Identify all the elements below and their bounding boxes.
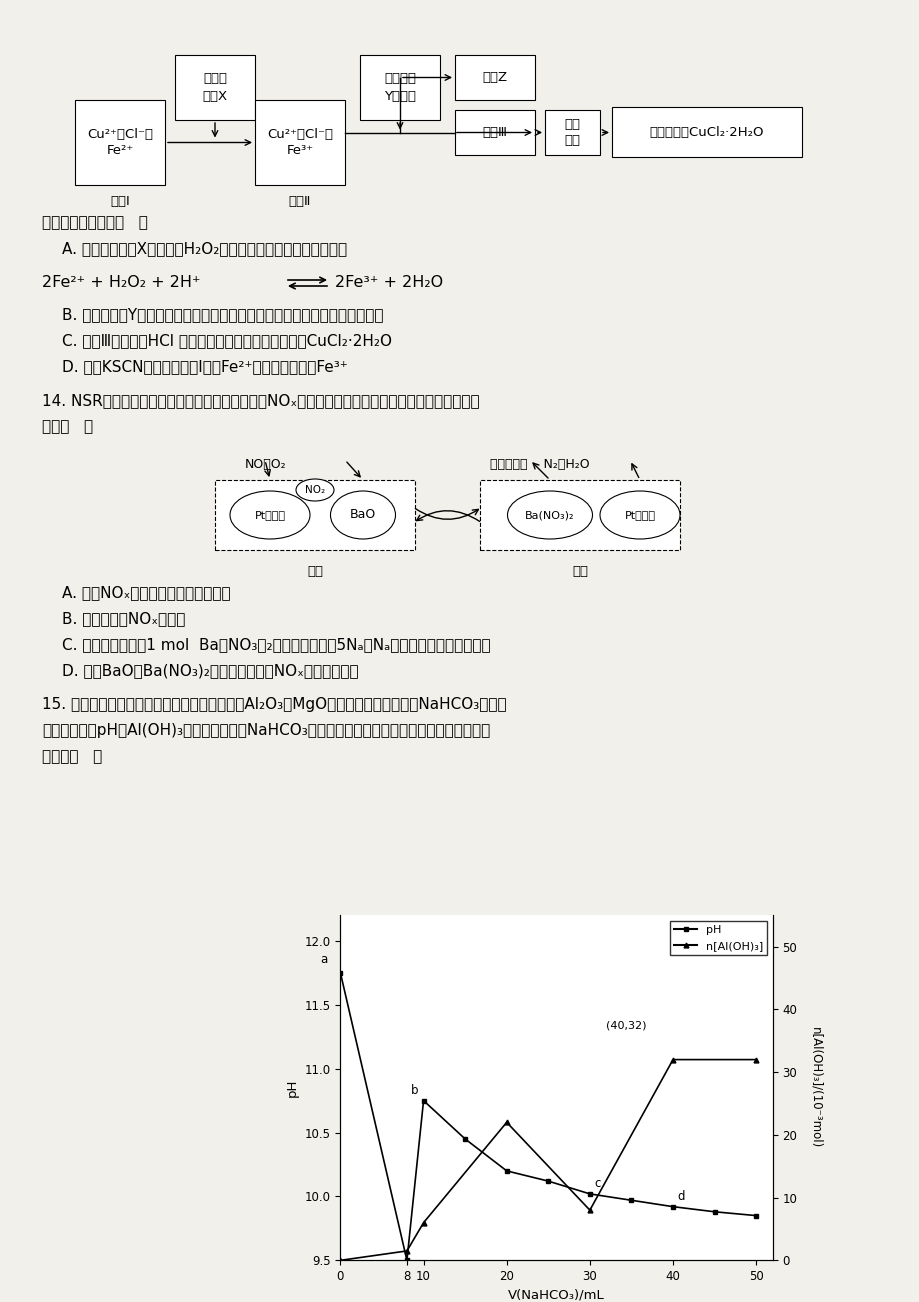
Text: B. 加入的物质Y可以是氧化铜、氢氧化铜、碳酸铜、硷式碳酸铜中的任意一种: B. 加入的物质Y可以是氧化铜、氢氧化铜、碳酸铜、硷式碳酸铜中的任意一种 [62,307,383,322]
n[Al(OH)₃] [335,1253,346,1268]
Bar [544,109,599,155]
Text: a: a [321,953,327,966]
Text: 储存: 储存 [307,565,323,578]
n[Al(OH)₃] [667,1052,678,1068]
Text: Pt催化剂: Pt催化剂 [255,510,285,519]
Text: 溶液Ⅱ: 溶液Ⅱ [289,195,311,208]
Text: 还原: 还原 [572,565,587,578]
Text: B. 储存过程中NOₓ被还原: B. 储存过程中NOₓ被还原 [62,611,185,626]
Text: b: b [411,1085,418,1098]
Bar [215,480,414,549]
pH [335,965,346,980]
pH [417,1092,428,1108]
Text: 提纯得到的CuCl₂·2H₂O: 提纯得到的CuCl₂·2H₂O [649,125,764,138]
pH [750,1208,761,1224]
Text: d: d [676,1190,684,1203]
Text: 确的是（   ）: 确的是（ ） [42,749,102,764]
Ellipse shape [230,491,310,539]
Text: 加入物质
Y、过滤: 加入物质 Y、过滤 [383,73,415,103]
n[Al(OH)₃] [584,1202,595,1217]
Text: 理，测得溶液pH和Al(OH)₃生成的量随加入NaHCO₃溶液体积变化的曲线如图，下列有关说法不正: 理，测得溶液pH和Al(OH)₃生成的量随加入NaHCO₃溶液体积变化的曲线如图… [42,723,490,738]
Bar [611,107,801,158]
Text: 沉淣Z: 沉淣Z [482,72,507,85]
Text: 的是（   ）: 的是（ ） [42,419,93,434]
n[Al(OH)₃] [401,1243,412,1259]
Text: C. 溶液Ⅲ在干燥的HCl 气围中加热可获得较纯净的晶体CuCl₂·2H₂O: C. 溶液Ⅲ在干燥的HCl 气围中加热可获得较纯净的晶体CuCl₂·2H₂O [62,333,391,348]
Bar [75,100,165,185]
Text: Pt催化剂: Pt催化剂 [624,510,654,519]
Legend: pH, n[Al(OH)₃]: pH, n[Al(OH)₃] [669,921,766,956]
Y-axis label: n[Al(OH)₃]/(10⁻³mol): n[Al(OH)₃]/(10⁻³mol) [809,1027,822,1148]
Text: BaO: BaO [349,509,376,522]
Bar [175,55,255,120]
n[Al(OH)₃] [501,1115,512,1130]
Text: C. 还原过程中消耗1 mol  Ba（NO₃）₂转移的电子数为5Nₐ（Nₐ为阿伏加德罗常数的値）: C. 还原过程中消耗1 mol Ba（NO₃）₂转移的电子数为5Nₐ（Nₐ为阿伏… [62,637,490,652]
Text: 下列说法错误的是（   ）: 下列说法错误的是（ ） [42,215,148,230]
Text: Ba(NO₃)₂: Ba(NO₃)₂ [525,510,574,519]
pH [584,1186,595,1202]
Text: 溶液Ⅰ: 溶液Ⅰ [110,195,130,208]
Text: 2Fe³⁺ + 2H₂O: 2Fe³⁺ + 2H₂O [335,275,443,290]
Text: 溶液Ⅲ: 溶液Ⅲ [482,126,507,139]
Ellipse shape [330,491,395,539]
Text: 蒸发
结晶: 蒸发 结晶 [564,117,580,147]
Text: Cu²⁺、Cl⁻、
Fe³⁺: Cu²⁺、Cl⁻、 Fe³⁺ [267,128,333,158]
Bar [455,109,535,155]
pH [625,1193,636,1208]
Text: 加入氧
化剂X: 加入氧 化剂X [202,73,227,103]
Text: NO₂: NO₂ [304,486,324,495]
Text: c: c [594,1177,600,1190]
X-axis label: V(NaHCO₃)/mL: V(NaHCO₃)/mL [507,1289,605,1302]
Text: 15. 工业生产上用过量烧硹溶液处理某矿物（含Al₂O₃、MgO），过滤后得到滤液用NaHCO₃溶液处: 15. 工业生产上用过量烧硹溶液处理某矿物（含Al₂O₃、MgO），过滤后得到滤… [42,697,506,712]
Bar [480,480,679,549]
pH [401,1253,412,1268]
Line: n[Al(OH)₃]: n[Al(OH)₃] [337,1057,758,1263]
Text: A. 加入的氧化剂X最好选用H₂O₂溶液，发生反应的离子方程式为: A. 加入的氧化剂X最好选用H₂O₂溶液，发生反应的离子方程式为 [62,241,346,256]
Text: D. 可用KSCN溶液检验溶液Ⅰ中的Fe²⁺是否完全转化为Fe³⁺: D. 可用KSCN溶液检验溶液Ⅰ中的Fe²⁺是否完全转化为Fe³⁺ [62,359,347,374]
Text: 还原性尾气    N₂、H₂O: 还原性尾气 N₂、H₂O [490,458,589,471]
Line: pH: pH [337,970,758,1263]
pH [667,1199,678,1215]
pH [709,1204,720,1220]
pH [542,1173,553,1189]
pH [460,1131,471,1147]
n[Al(OH)₃] [417,1215,428,1230]
Y-axis label: pH: pH [286,1078,299,1098]
Text: NO、O₂: NO、O₂ [244,458,287,471]
pH [501,1163,512,1178]
Text: (40,32): (40,32) [606,1021,646,1030]
Ellipse shape [296,479,334,501]
Text: D. 通过BaO和Ba(NO₃)₂的相互转化实现NOₓ的储存和还原: D. 通过BaO和Ba(NO₃)₂的相互转化实现NOₓ的储存和还原 [62,663,358,678]
Bar [359,55,439,120]
Text: A. 降低NOₓ排放可以减少酸雨的形成: A. 降低NOₓ排放可以减少酸雨的形成 [62,585,231,600]
Bar [455,55,535,100]
n[Al(OH)₃] [750,1052,761,1068]
Bar [255,100,345,185]
Text: Cu²⁺、Cl⁻、
Fe²⁺: Cu²⁺、Cl⁻、 Fe²⁺ [87,128,153,158]
Text: 14. NSR技术能降低柴油发动机在空气过量条件下NOₓ的排放，其工作原理如图所示。下列说法错误: 14. NSR技术能降低柴油发动机在空气过量条件下NOₓ的排放，其工作原理如图所… [42,393,479,408]
Text: 2Fe²⁺ + H₂O₂ + 2H⁺: 2Fe²⁺ + H₂O₂ + 2H⁺ [42,275,200,290]
Ellipse shape [599,491,679,539]
Ellipse shape [507,491,592,539]
